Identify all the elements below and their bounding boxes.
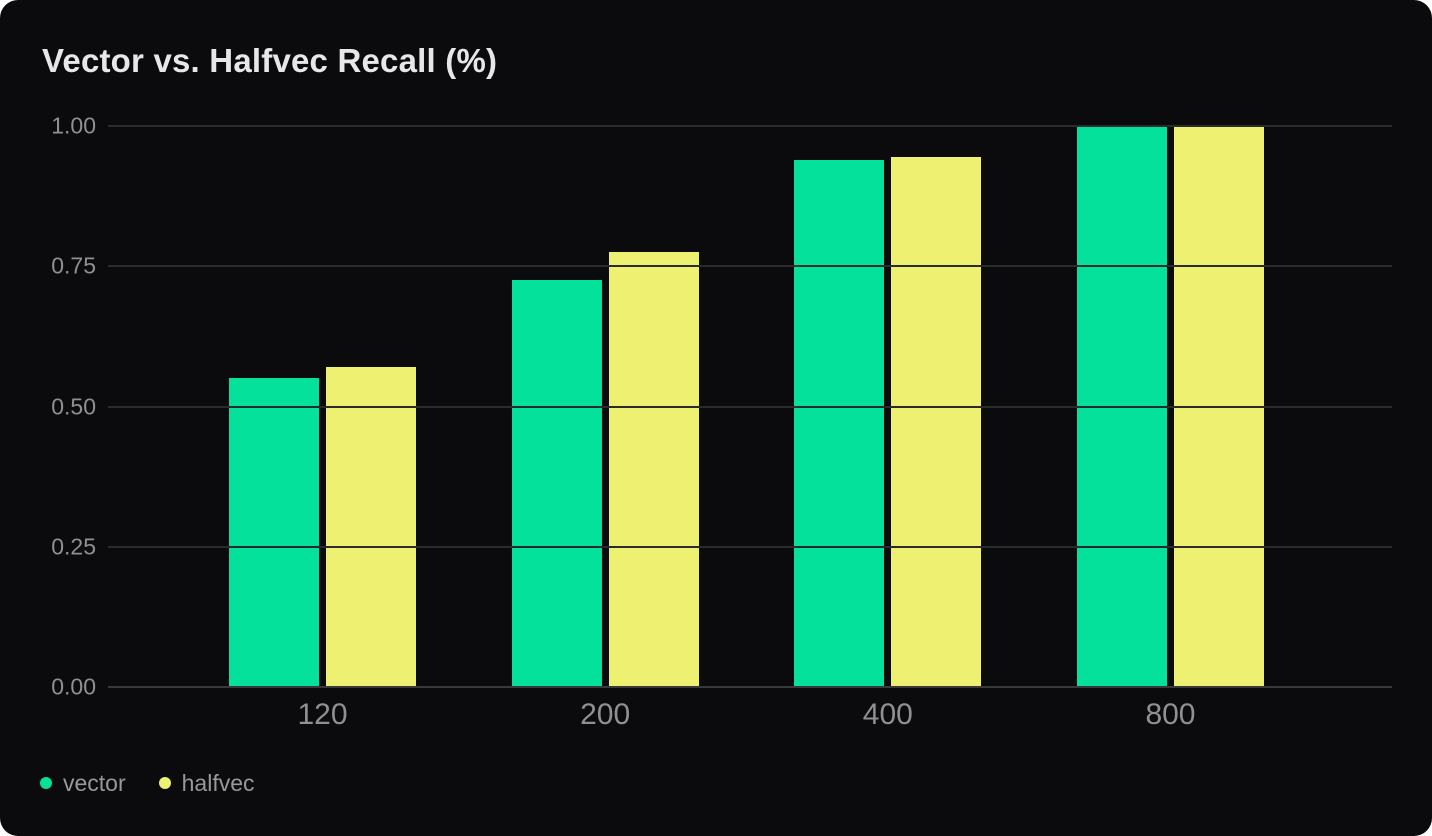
- gridline-1.00: [108, 125, 1392, 127]
- bar-halfvec-400: [891, 156, 982, 687]
- legend-label-halfvec: halfvec: [181, 769, 255, 796]
- gridline-0.25: [108, 545, 1392, 548]
- bar-group-400: 400: [794, 126, 982, 730]
- bar-vector-200: [511, 280, 602, 687]
- bar-vector-120: [229, 378, 319, 687]
- gridline-0.00: [108, 686, 1392, 688]
- legend: vector halfvec: [40, 768, 255, 798]
- bar-group-200: 200: [511, 126, 699, 730]
- x-tick-label-800: 800: [1145, 698, 1196, 731]
- y-tick-label-0.75: 0.75: [51, 252, 96, 279]
- legend-label-vector: vector: [63, 769, 126, 796]
- bar-vector-400: [794, 159, 885, 687]
- x-tick-label-200: 200: [580, 698, 631, 731]
- legend-item-vector: vector: [40, 769, 126, 796]
- legend-dot-vector: [40, 777, 52, 789]
- legend-item-halfvec: halfvec: [158, 769, 255, 796]
- y-tick-label-0.25: 0.25: [51, 533, 96, 560]
- bar-group-120: 120: [229, 126, 416, 730]
- y-tick-label-1.00: 1.00: [51, 112, 96, 139]
- y-axis: 0.00 0.25 0.50 0.75 1.00: [30, 114, 96, 698]
- gridline-0.50: [108, 405, 1392, 408]
- bar-halfvec-200: [608, 252, 699, 687]
- chart-title: Vector vs. Halfvec Recall (%): [42, 42, 498, 79]
- y-tick-label-0.50: 0.50: [51, 393, 96, 419]
- gridline-0.75: [108, 265, 1392, 268]
- plot-area: 120 200 400 800: [108, 125, 1392, 730]
- legend-dot-halfvec: [158, 777, 171, 789]
- x-tick-label-120: 120: [297, 698, 348, 731]
- bar-halfvec-120: [326, 367, 416, 687]
- x-tick-label-400: 400: [862, 698, 913, 731]
- y-tick-label-0.00: 0.00: [51, 673, 96, 700]
